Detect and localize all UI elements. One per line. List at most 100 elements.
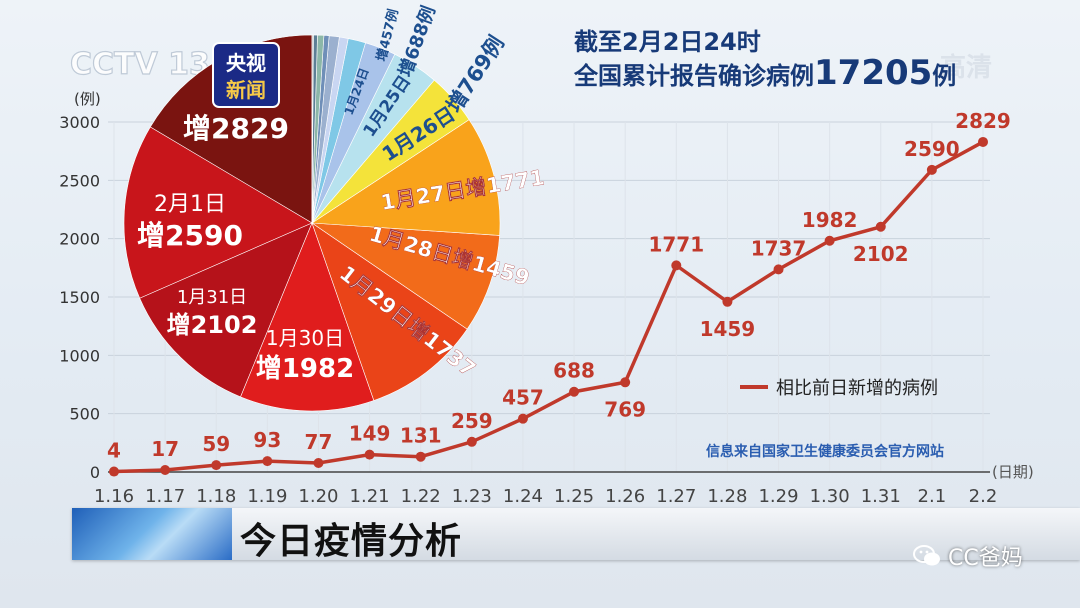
data-label-1.27: 1771 [648,232,704,256]
x-tick-label-1.30: 1.30 [810,486,850,507]
source-note: 信息来自国家卫生健康委员会官方网站 [706,443,944,460]
pie-date-label-3: 1月30日 [266,326,344,350]
y-tick-label-2000: 2000 [59,230,100,249]
data-label-1.26: 769 [604,397,646,421]
data-point-1.18 [211,460,222,471]
series-points [109,136,988,477]
header-line2-number: 17205 [814,53,932,93]
pie-slice-1 [123,126,313,299]
banner: 今日疫情分析 [72,508,1080,562]
x-tick-label-1.28: 1.28 [707,486,747,507]
pie-slice-3 [240,222,375,412]
pie-outer-label-2: 增457例 [373,8,401,63]
news-logo-line2: 新闻 [226,78,266,102]
x-tick-label-1.22: 1.22 [401,486,441,507]
wechat-icon [913,545,940,566]
x-tick-label-1.19: 1.19 [247,486,287,507]
data-point-1.29 [773,264,784,275]
pie-value-label-3: 增1982 [256,353,354,384]
watermark: CC爸妈 [912,540,1023,572]
header-line2: 全国累计报告确诊病例17205例 [573,53,956,93]
legend: 相比前日新增的病例 [740,378,938,399]
pie-slice-6 [311,119,501,236]
y-tick-label-2500: 2500 [59,171,100,190]
x-tick-label-1.29: 1.29 [758,486,798,507]
x-tick-label-1.16: 1.16 [94,486,134,507]
header-line2-suffix: 例 [932,62,956,90]
data-label-1.29: 1737 [751,236,807,260]
data-label-2.1: 2590 [904,137,960,161]
data-point-1.26 [620,377,631,388]
data-point-2.1 [926,164,937,175]
data-label-1.19: 93 [253,428,281,452]
pie-slice-4 [311,222,468,401]
pie-date-label-1: 2月1日 [154,192,226,217]
x-tick-label-1.27: 1.27 [656,486,696,507]
data-point-1.17 [160,465,171,476]
watermark-text: CC爸妈 [948,546,1023,571]
data-point-1.30 [824,235,835,246]
data-point-1.28 [722,296,733,307]
pie-date-label-2: 1月31日 [177,287,247,308]
x-tick-label-2.1: 2.1 [918,486,947,507]
x-tick-label-1.25: 1.25 [554,486,594,507]
x-tick-label-1.20: 1.20 [298,486,338,507]
data-point-2.2 [978,136,988,147]
x-tick-label-1.24: 1.24 [503,486,543,507]
data-label-1.28: 1459 [700,317,756,341]
data-point-1.22 [415,451,426,462]
x-tick-label-1.26: 1.26 [605,486,645,507]
banner-title: 今日疫情分析 [240,521,463,562]
data-point-1.24 [517,413,528,424]
data-point-1.23 [466,436,477,447]
data-label-1.24: 457 [502,386,544,410]
pie-chart [123,34,501,412]
series-line [113,140,984,474]
legend-label: 相比前日新增的病例 [776,378,938,399]
data-point-1.27 [671,260,682,271]
pie-slice-5 [310,222,500,330]
x-tick-label-1.17: 1.17 [145,486,185,507]
banner-art [72,508,232,560]
data-label-1.23: 259 [451,409,493,433]
channel-logo: CCTV 13 [70,47,210,82]
data-label-1.31: 2102 [853,242,909,266]
data-point-1.16 [109,466,119,477]
header-line2-prefix: 全国累计报告确诊病例 [573,62,814,90]
header-line1: 截至2月2日24时 [574,28,761,56]
data-label-1.16: 4 [107,439,121,463]
x-tick-label-1.18: 1.18 [196,486,236,507]
pie-value-label-0: 增2829 [183,112,289,145]
data-label-1.17: 17 [151,437,179,461]
x-tick-label-2.2: 2.2 [969,486,998,507]
data-label-1.22: 131 [400,424,442,448]
y-axis-ticks: 0 500 1000 1500 2000 2500 3000 [59,113,100,482]
x-axis-label: (日期) [992,463,1034,481]
pie-value-label-2: 增2102 [167,311,258,339]
data-point-1.25 [569,386,580,397]
x-tick-label-1.21: 1.21 [350,486,390,507]
y-tick-label-0: 0 [90,463,100,482]
data-label-1.18: 59 [202,432,230,456]
data-label-1.25: 688 [553,359,595,383]
data-point-1.20 [313,458,324,469]
data-label-1.30: 1982 [802,208,858,232]
news-logo-box [212,42,280,108]
y-tick-label-500: 500 [69,405,100,424]
data-point-1.21 [364,449,375,460]
y-tick-label-1500: 1500 [59,288,100,307]
y-axis-label: (例) [74,90,101,108]
data-point-1.31 [875,221,886,232]
news-logo-line1: 央视 [226,51,266,75]
hd-mark: 高清 [940,52,992,83]
data-label-1.21: 149 [349,422,391,446]
y-tick-label-3000: 3000 [59,113,100,132]
data-point-1.19 [262,456,273,467]
data-labels: 4 17 59 93 77 149 131 259 457 688 769 1771 1459 1737 1… [107,109,1011,463]
data-label-2.2: 2829 [955,109,1011,133]
news-logo: 央视 新闻 [212,42,280,108]
data-label-1.20: 77 [305,430,333,454]
pie-outer-label-0: 增769例 [442,32,509,117]
pie-slice-2 [139,222,313,398]
pie-value-label-1: 增2590 [137,219,243,252]
